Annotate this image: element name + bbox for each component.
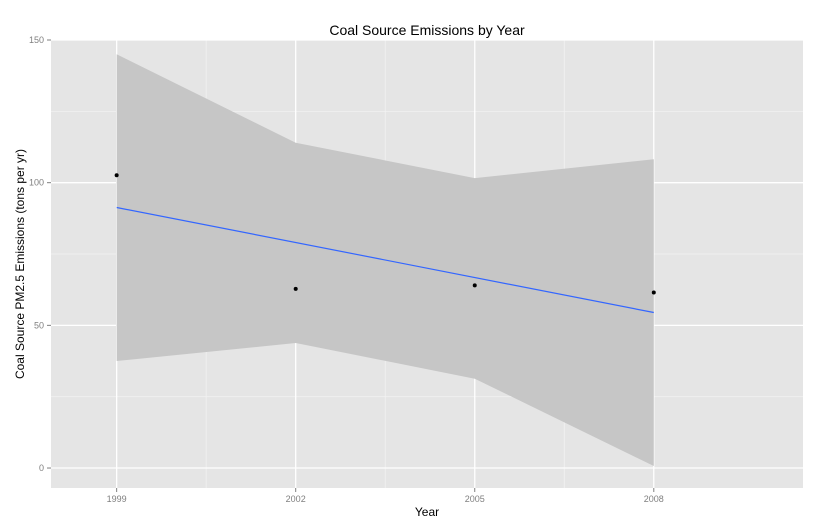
x-tick-label: 1999: [107, 494, 127, 504]
y-axis-title: Coal Source PM2.5 Emissions (tons per yr…: [13, 149, 27, 379]
y-tick-label: 0: [39, 463, 44, 473]
x-tick-label: 2002: [286, 494, 306, 504]
x-tick-label: 2008: [644, 494, 664, 504]
x-axis-ticks: 1999 2002 2005 2008: [107, 488, 664, 504]
y-tick-label: 150: [29, 35, 44, 45]
y-tick-label: 100: [29, 178, 44, 188]
data-points: [114, 173, 656, 295]
y-axis-ticks: 0 50 100 150: [29, 35, 51, 473]
data-point: [472, 283, 477, 288]
data-point: [114, 173, 119, 178]
x-axis-title: Year: [415, 505, 439, 519]
fit-line: [116, 206, 654, 314]
data-point: [293, 286, 298, 291]
data-point: [651, 290, 656, 295]
x-tick-label: 2005: [465, 494, 485, 504]
chart-title: Coal Source Emissions by Year: [329, 22, 525, 38]
y-tick-label: 50: [34, 320, 44, 330]
